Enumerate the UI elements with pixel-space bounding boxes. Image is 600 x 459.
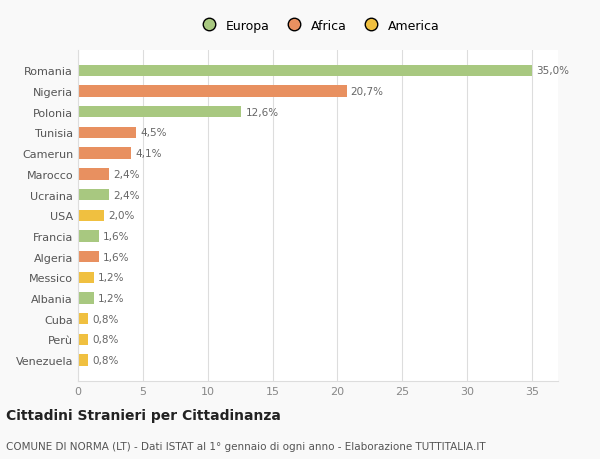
Bar (78, 107, 241, 118)
Bar (78, 272, 94, 283)
Text: 35,0%: 35,0% (536, 66, 569, 76)
Text: 1,2%: 1,2% (97, 273, 124, 283)
Text: 1,6%: 1,6% (103, 252, 129, 262)
Bar (78, 355, 88, 366)
Text: COMUNE DI NORMA (LT) - Dati ISTAT al 1° gennaio di ogni anno - Elaborazione TUTT: COMUNE DI NORMA (LT) - Dati ISTAT al 1° … (6, 441, 485, 451)
Text: 0,8%: 0,8% (92, 355, 119, 365)
Bar (78, 334, 88, 345)
Text: Cittadini Stranieri per Cittadinanza: Cittadini Stranieri per Cittadinanza (6, 409, 281, 422)
Bar (78, 252, 99, 263)
Text: 0,8%: 0,8% (92, 335, 119, 345)
Bar (78, 293, 94, 304)
Bar (78, 190, 109, 201)
Text: 12,6%: 12,6% (245, 107, 278, 118)
Bar (78, 128, 136, 139)
Bar (78, 210, 104, 221)
Bar (78, 148, 131, 159)
Text: 20,7%: 20,7% (350, 87, 383, 97)
Text: 1,6%: 1,6% (103, 231, 129, 241)
Text: 1,2%: 1,2% (97, 293, 124, 303)
Text: 4,5%: 4,5% (140, 128, 167, 138)
Bar (78, 86, 347, 97)
Text: 2,4%: 2,4% (113, 169, 140, 179)
Text: 4,1%: 4,1% (135, 149, 161, 159)
Text: 2,4%: 2,4% (113, 190, 140, 200)
Bar (78, 231, 99, 242)
Text: 0,8%: 0,8% (92, 314, 119, 324)
Bar (78, 313, 88, 325)
Legend: Europa, Africa, America: Europa, Africa, America (191, 15, 445, 38)
Text: 2,0%: 2,0% (108, 211, 134, 221)
Bar (78, 66, 532, 77)
Bar (78, 169, 109, 180)
